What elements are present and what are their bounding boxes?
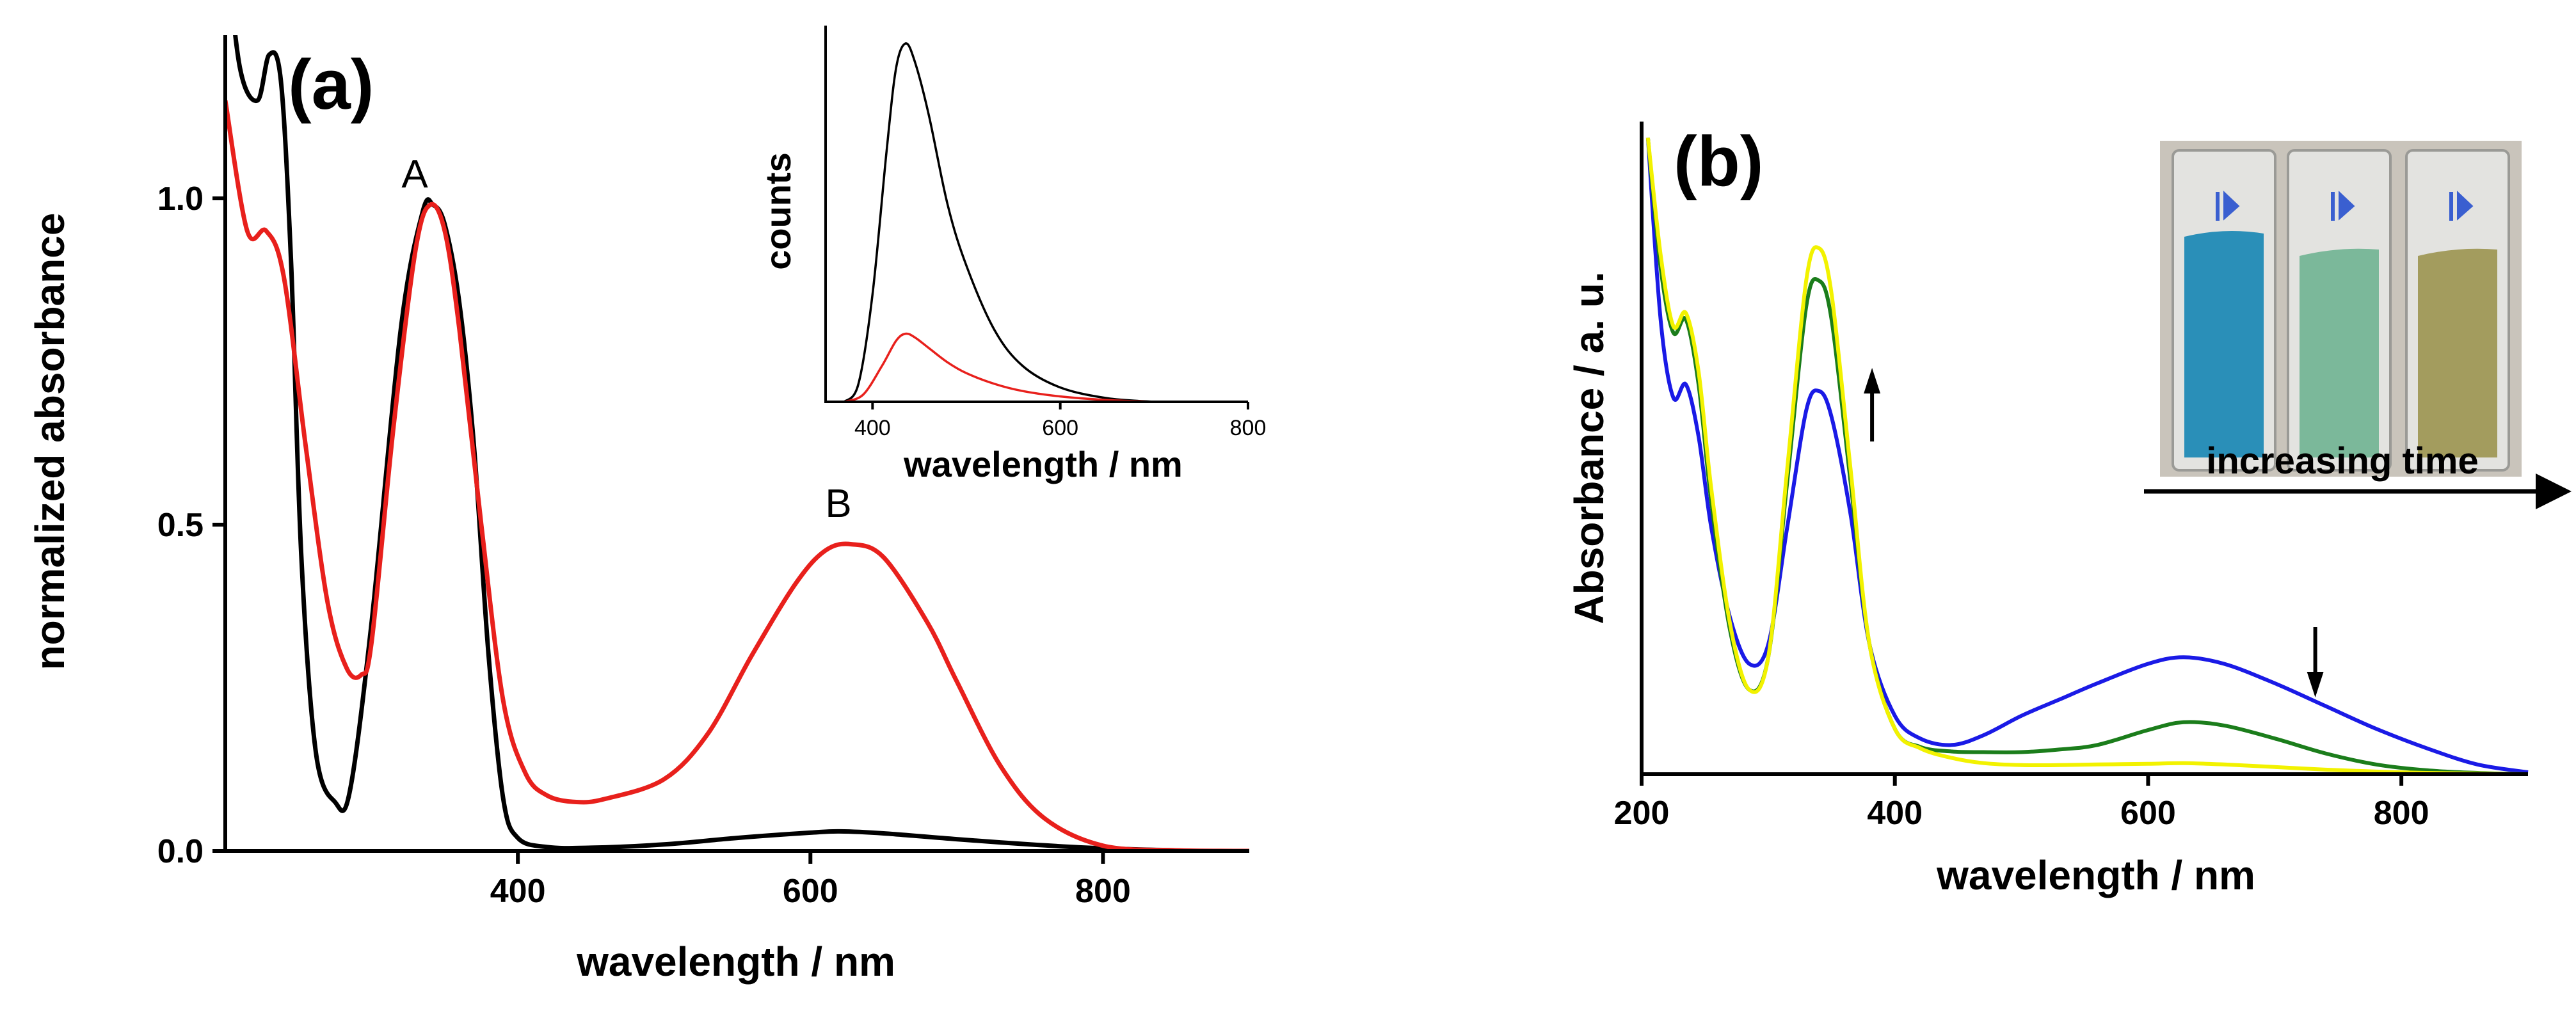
- cuvette-logo: [2216, 191, 2240, 221]
- panel-b-x-tick-label: 600: [2120, 795, 2176, 832]
- arrow-down-head: [2307, 672, 2324, 697]
- cuvette-group: [2172, 149, 2510, 472]
- cuvette: [2172, 149, 2276, 472]
- panel-a-axes: [223, 35, 1249, 853]
- panel-b-x-axis-title: wavelength / nm: [1936, 852, 2255, 898]
- inset-series-black: [843, 42, 1155, 403]
- inset-x-tick-label: 400: [854, 416, 891, 440]
- arrow-up-head: [1864, 368, 1881, 393]
- peak-label-b: B: [825, 482, 851, 526]
- inset-axes: [824, 26, 1248, 403]
- panel-b-plot-area: [1645, 137, 2529, 776]
- panel-a-plot-area: [225, 35, 1249, 851]
- inset-series-red: [844, 332, 1155, 403]
- cuvette: [2287, 149, 2392, 472]
- panel-b-label: (b): [1674, 122, 1763, 201]
- panel-b-y-axis-title: Absorbance / a. u.: [1566, 271, 1612, 624]
- panel-a-label: (a): [288, 45, 374, 124]
- panel-b-x-tick-label: 800: [2374, 795, 2429, 832]
- panel-a-series-black: [233, 35, 1176, 851]
- panel-a-x-tick-label: 800: [1075, 873, 1131, 910]
- panel-b-x-tick-label: 400: [1867, 795, 1923, 832]
- time-caption: increasing time: [2206, 440, 2478, 482]
- panel-a-y-axis-title: normalized absorbance: [27, 213, 73, 671]
- panel-a-y-tick-label: 0.0: [157, 833, 204, 870]
- cuvette: [2405, 149, 2510, 472]
- peak-label-a: A: [401, 152, 428, 196]
- inset-x-tick-label: 800: [1230, 416, 1267, 440]
- cuvette-solution: [2300, 248, 2379, 457]
- cuvette-photo: [2160, 141, 2522, 477]
- panel-a-series-red: [225, 100, 1249, 851]
- panel-a-x-tick-label: 400: [490, 873, 546, 910]
- panel-a-x-tick-label: 600: [783, 873, 838, 910]
- inset-y-axis-title: counts: [758, 152, 798, 270]
- cuvette-solution: [2418, 248, 2497, 457]
- panel-b: 200 400 600 800 (b) wavelength / nm Absorba…: [1566, 122, 2572, 898]
- cuvette-logo: [2449, 191, 2474, 221]
- panel-b-series-group: [1645, 137, 2529, 776]
- cuvette-solution: [2184, 231, 2264, 457]
- panel-a-inset: 400 600 800 counts wavelength / nm: [758, 26, 1266, 484]
- inset-x-tick-label: 600: [1042, 416, 1078, 440]
- panel-a-y-tick-label: 1.0: [157, 180, 204, 218]
- panel-a-ticks: 400 600 800 0.0 0.5 1.0: [157, 180, 1131, 910]
- panel-a-y-tick-label: 0.5: [157, 507, 204, 544]
- panel-a-x-axis-title: wavelength / nm: [576, 939, 895, 985]
- inset-ticks: 400 600 800: [854, 402, 1266, 440]
- panel-b-series-yellow: [1645, 137, 2529, 776]
- panel-b-x-tick-label: 200: [1614, 795, 1670, 832]
- panel-b-ticks: 200 400 600 800: [1614, 774, 2429, 832]
- inset-series-group: [843, 42, 1155, 403]
- cuvette-logo: [2331, 191, 2355, 221]
- inset-x-axis-title: wavelength / nm: [903, 444, 1183, 484]
- panel-b-arrows: [1864, 368, 2324, 697]
- panel-a: 400 600 800 0.0 0.5 1.0 (a) wavelength / nm n…: [27, 26, 1266, 985]
- panel-a-series-group: [225, 35, 1249, 851]
